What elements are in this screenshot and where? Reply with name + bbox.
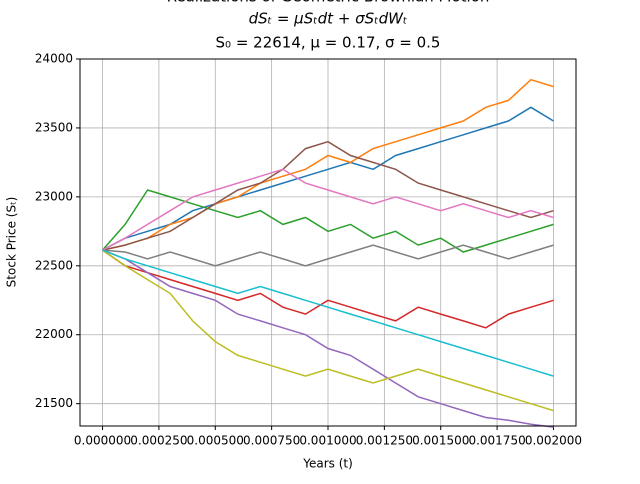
y-tick-label: 23500: [35, 120, 73, 134]
series-line: [102, 249, 554, 329]
x-tick-label: 0.000500: [187, 434, 244, 448]
x-tick-label: 0.000000: [74, 434, 131, 448]
y-tick-label: 24000: [35, 52, 73, 66]
x-tick-label: 0.001000: [299, 434, 356, 448]
chart-title: Realizations of Geometric Brownian Motio…: [167, 0, 490, 6]
series-line: [102, 244, 554, 267]
x-tick-label: 0.001500: [412, 434, 469, 448]
y-axis-label: Stock Price (Sₜ): [5, 197, 19, 288]
series-line: [102, 106, 554, 251]
x-tick-label: 0.001250: [356, 434, 413, 448]
x-tick-label: 0.000250: [130, 434, 187, 448]
series-line: [101, 189, 554, 253]
series-line: [102, 249, 554, 377]
x-tick-label: 0.001750: [468, 434, 525, 448]
x-tick-label: 0.002000: [525, 434, 582, 448]
x-tick-label: 0.000750: [243, 434, 300, 448]
y-tick-label: 23000: [35, 189, 73, 203]
series-line: [102, 249, 554, 412]
plot-lines: [101, 78, 554, 428]
chart-subtitle: S₀ = 22614, μ = 0.17, σ = 0.5: [216, 34, 441, 52]
series-line: [102, 168, 554, 251]
plot-frame: [79, 58, 577, 427]
y-tick-label: 21500: [35, 396, 73, 410]
chart-subtitle: dSₜ = μSₜdt + σSₜdWₜ: [249, 10, 408, 28]
series-line: [102, 140, 554, 251]
y-tick-label: 22000: [35, 327, 73, 341]
y-tick-label: 22500: [35, 258, 73, 272]
x-axis-label: Years (t): [302, 457, 353, 471]
series-line: [102, 249, 554, 428]
series-line: [102, 78, 554, 251]
